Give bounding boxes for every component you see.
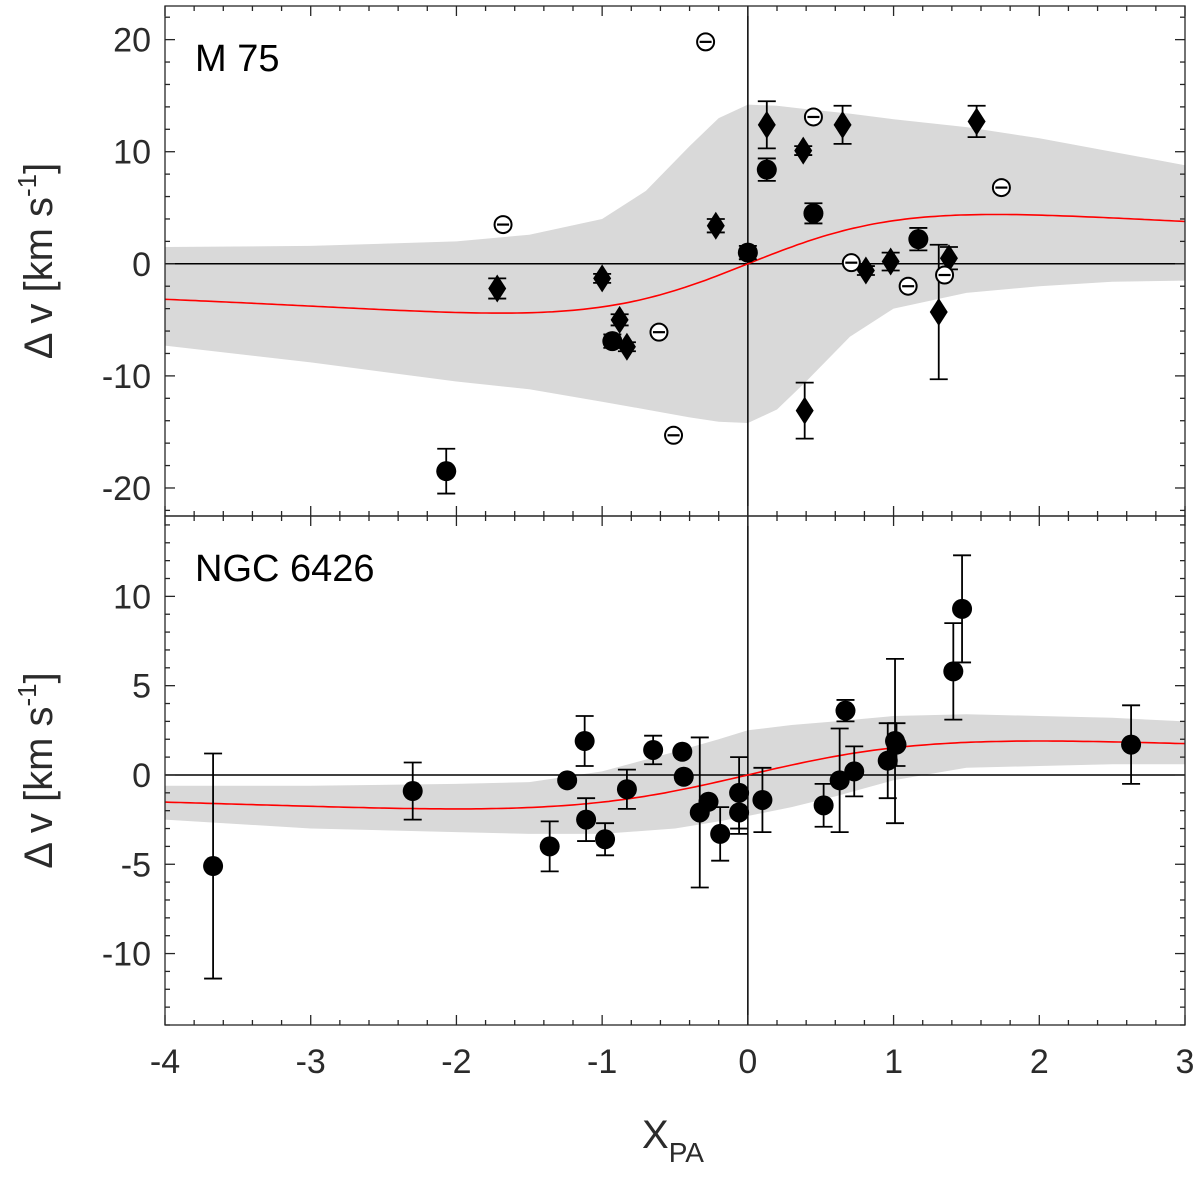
data-point-diamond (706, 211, 725, 240)
x-tick-label: 0 (738, 1043, 757, 1081)
data-point-filled-circle (203, 856, 224, 877)
data-point-filled-circle (557, 770, 578, 791)
data-point-diamond (967, 107, 986, 136)
data-point-diamond (795, 396, 814, 425)
y-tick-label: 20 (113, 22, 151, 60)
panel-ngc6426: -10 -5 0 5 10 NGC 6426 Δ v [km s-1] (12, 515, 1186, 1026)
axes-frame (164, 515, 1186, 1026)
x-axis-title: XPA (642, 1113, 704, 1168)
y-tick-label: 10 (113, 578, 151, 616)
data-point-filled-circle (952, 598, 973, 619)
x-tick-label: -2 (441, 1043, 471, 1081)
y-tick-label: 5 (132, 668, 151, 706)
x-tick-label: -4 (150, 1043, 180, 1081)
data-point-diamond (593, 264, 612, 293)
y-tick-label: -10 (102, 358, 151, 396)
panel-label: M 75 (195, 38, 279, 80)
data-point-filled-circle (943, 661, 964, 682)
data-point-filled-circle (844, 761, 865, 782)
x-tick-label: 2 (1030, 1043, 1049, 1081)
data-point-filled-circle (402, 781, 423, 802)
y-axis-title: Δ v [km s-1] (12, 672, 61, 869)
x-axis: -4 -3 -2 -1 0 1 2 3 XPA (150, 1043, 1195, 1168)
data-point-filled-circle (698, 791, 719, 812)
y-tick-label: 0 (132, 757, 151, 795)
y-tick-label: 0 (132, 246, 151, 284)
panel-m75: -20 -10 0 10 20 M 75 Δ v [km s-1] (12, 5, 1186, 517)
data-point-filled-circle (756, 159, 777, 180)
data-point-filled-circle (835, 700, 856, 721)
data-point-diamond (881, 247, 900, 276)
x-tick-label: -1 (587, 1043, 617, 1081)
model-curve (165, 740, 1185, 810)
data-point-filled-circle (752, 789, 773, 810)
data-point-diamond (833, 110, 852, 139)
y-axis-title: Δ v [km s-1] (12, 163, 61, 360)
data-point-diamond (939, 244, 958, 273)
data-point-filled-circle (729, 802, 750, 823)
x-tick-label: -3 (296, 1043, 326, 1081)
data-point-filled-circle (574, 731, 595, 752)
data-point-filled-circle (436, 461, 457, 482)
data-point-filled-circle (616, 779, 637, 800)
plot-area (165, 516, 1185, 1025)
data-point-filled-circle (908, 229, 929, 250)
data-point-diamond (488, 274, 507, 303)
y-tick-label: -20 (102, 470, 151, 508)
data-point-filled-circle (829, 770, 850, 791)
data-point-filled-circle (672, 741, 693, 762)
y-tick-label: 10 (113, 134, 151, 172)
data-point-diamond (929, 298, 948, 326)
data-point-filled-circle (813, 795, 834, 816)
data-point-diamond (757, 110, 776, 139)
data-point-filled-circle (595, 829, 616, 850)
model-curve (165, 213, 1185, 314)
series-open-circles (493, 32, 1011, 445)
data-point-diamond (610, 305, 629, 334)
data-point-filled-circle (886, 734, 907, 755)
plot-area (165, 6, 1185, 516)
data-point-filled-circle (673, 766, 694, 787)
data-point-filled-circle (539, 836, 560, 857)
data-point-diamond (617, 332, 636, 361)
data-point-filled-circle (710, 823, 731, 844)
x-tick-label: 1 (884, 1043, 903, 1081)
data-point-diamond (794, 136, 813, 165)
y-tick-label: -5 (121, 846, 151, 884)
data-point-filled-circle (576, 809, 597, 830)
series-filled-circles (203, 554, 1142, 980)
data-point-diamond (856, 256, 875, 285)
series-filled-diamonds (488, 100, 986, 440)
data-point-filled-circle (803, 203, 824, 224)
data-point-filled-circle (602, 331, 623, 352)
panel-label: NGC 6426 (195, 548, 375, 590)
data-point-filled-circle (643, 739, 664, 760)
data-point-filled-circle (737, 242, 758, 263)
y-tick-label: -10 (102, 936, 151, 974)
x-tick-label: 3 (1176, 1043, 1195, 1081)
series-filled-circles (436, 157, 929, 495)
data-point-filled-circle (1121, 734, 1142, 755)
